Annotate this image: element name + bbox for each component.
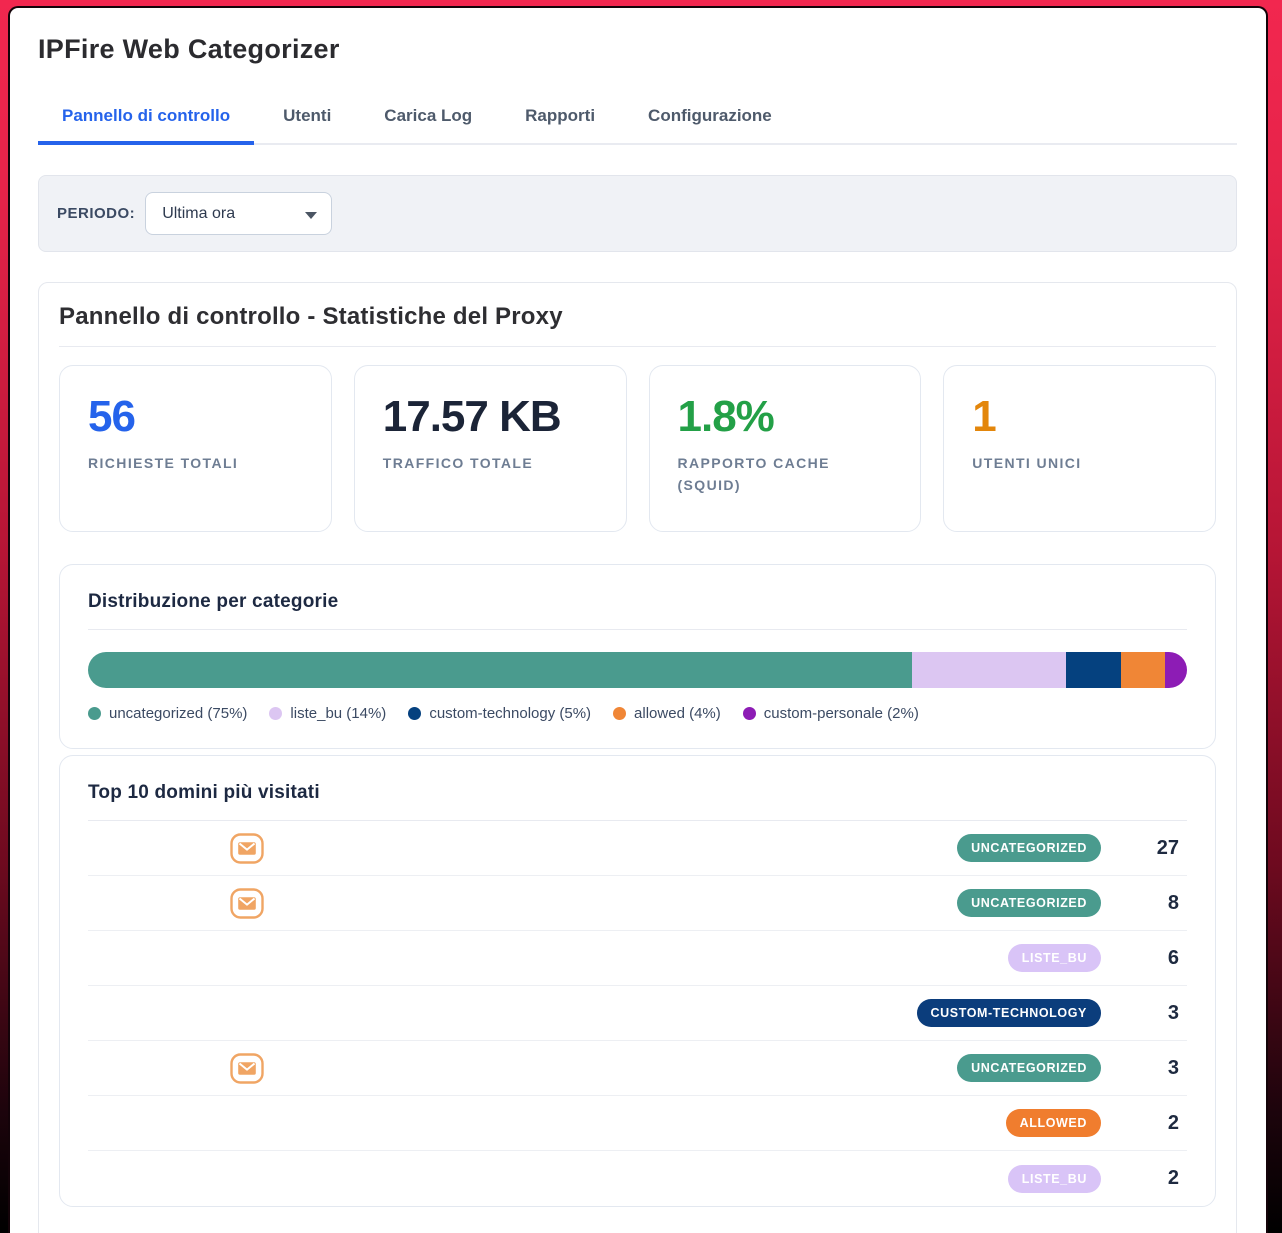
stat-value: 17.57 KB [382, 392, 562, 441]
category-badge: UNCATEGORIZED [957, 1054, 1101, 1082]
period-select[interactable]: Ultima ora [145, 192, 333, 235]
legend-item-allowed: allowed (4%) [613, 705, 721, 722]
mail-icon [230, 887, 264, 919]
category-badge: CUSTOM-TECHNOLOGY [916, 999, 1101, 1027]
legend-dot-icon [613, 707, 627, 720]
legend-label: allowed (4%) [634, 705, 721, 722]
tab-pannello-di-controllo[interactable]: Pannello di controllo [38, 93, 255, 145]
tab-carica-log[interactable]: Carica Log [384, 106, 473, 125]
divider [88, 629, 1187, 630]
dashboard-card: Pannello di controllo - Statistiche del … [38, 282, 1237, 1233]
stat-value: 1 [972, 392, 996, 441]
tab-configurazione[interactable]: Configurazione [648, 106, 772, 125]
stat-card-2: 1.8% RAPPORTO CACHE (SQUID) [648, 365, 922, 532]
category-badge: LISTE_BU [1007, 944, 1101, 972]
legend-dot-icon [88, 707, 101, 720]
divider [88, 820, 1187, 821]
legend-item-liste_bu: liste_bu (14%) [269, 705, 386, 722]
legend-label: custom-personale (2%) [763, 705, 919, 722]
category-stacked-bar [88, 652, 1187, 688]
mail-icon [230, 832, 264, 864]
legend-label: uncategorized (75%) [109, 705, 248, 722]
chevron-down-icon [305, 212, 318, 219]
top-domains-card: Top 10 domini più visitati UNCATEGORIZED… [59, 755, 1216, 1207]
legend-item-custom-personale: custom-personale (2%) [742, 705, 919, 722]
tab-utenti[interactable]: Utenti [283, 106, 332, 125]
stat-label: RICHIESTE TOTALI [88, 455, 239, 471]
domain-count: 6 [1167, 946, 1179, 969]
table-row: UNCATEGORIZED 27 [88, 821, 1187, 876]
legend-dot-icon [408, 707, 422, 720]
table-row: UNCATEGORIZED 8 [88, 876, 1187, 931]
page-title: IPFire Web Categorizer [38, 34, 340, 64]
stat-card-0: 56 RICHIESTE TOTALI [59, 365, 332, 532]
bar-segment-custom-technology [1066, 652, 1122, 688]
chart-legend: uncategorized (75%) liste_bu (14%) custom-… [88, 705, 1187, 722]
domain-count: 8 [1167, 891, 1179, 914]
tab-rapporti[interactable]: Rapporti [525, 106, 596, 125]
period-filter-bar: PERIODO: Ultima ora [38, 175, 1237, 252]
category-distribution-card: Distribuzione per categorie uncategorize… [59, 564, 1216, 749]
stat-card-1: 17.57 KB TRAFFICO TOTALE [353, 365, 627, 532]
legend-label: liste_bu (14%) [290, 705, 387, 722]
period-select-value: Ultima ora [162, 204, 236, 222]
table-row: LISTE_BU 2 [88, 1151, 1187, 1206]
domain-count: 27 [1156, 836, 1179, 859]
legend-label: custom-technology (5%) [429, 705, 592, 722]
category-badge: UNCATEGORIZED [957, 834, 1101, 862]
bar-segment-allowed [1121, 652, 1165, 688]
category-badge: LISTE_BU [1007, 1164, 1101, 1193]
distribution-title: Distribuzione per categorie [88, 591, 339, 612]
period-label: PERIODO: [57, 205, 136, 222]
top-domains-title: Top 10 domini più visitati [88, 782, 320, 803]
domain-cell [88, 1052, 957, 1084]
stats-grid: 56 RICHIESTE TOTALI 17.57 KB TRAFFICO TOTAL… [59, 365, 1216, 532]
divider [59, 346, 1216, 347]
table-row: CUSTOM-TECHNOLOGY 3 [88, 986, 1187, 1041]
app-window: IPFire Web Categorizer Pannello di contr… [8, 6, 1268, 1233]
bar-segment-liste_bu [912, 652, 1067, 688]
table-row: LISTE_BU 6 [88, 931, 1187, 986]
domain-count: 2 [1167, 1111, 1179, 1134]
stat-card-3: 1 UTENTI UNICI [943, 365, 1216, 532]
stat-label: UTENTI UNICI [972, 455, 1082, 471]
category-badge: ALLOWED [1005, 1109, 1101, 1137]
tab-bar: Pannello di controllo Utenti Carica Log Rap… [38, 93, 1237, 145]
stat-value: 1.8% [677, 392, 775, 441]
mail-icon [230, 1052, 264, 1084]
domain-count: 2 [1167, 1167, 1179, 1189]
top-domains-table: UNCATEGORIZED 27 UNCATEGORIZED 8 LISTE_BU 6 CU… [88, 821, 1187, 1206]
domain-count: 3 [1167, 1001, 1179, 1024]
domain-count: 3 [1167, 1056, 1179, 1079]
table-row: UNCATEGORIZED 3 [88, 1041, 1187, 1096]
stat-label: TRAFFICO TOTALE [382, 455, 534, 471]
bar-segment-uncategorized [88, 652, 913, 688]
domain-cell [88, 887, 957, 919]
table-row: ALLOWED 2 [88, 1096, 1187, 1151]
legend-item-uncategorized: uncategorized (75%) [88, 705, 247, 722]
dashboard-title: Pannello di controllo - Statistiche del … [59, 303, 563, 330]
legend-dot-icon [269, 707, 283, 720]
category-badge: UNCATEGORIZED [957, 889, 1101, 917]
stat-label: RAPPORTO CACHE (SQUID) [677, 455, 830, 494]
bar-segment-custom-personale [1165, 652, 1187, 688]
legend-dot-icon [742, 707, 756, 720]
legend-item-custom-technology: custom-technology (5%) [408, 705, 591, 722]
stat-value: 56 [88, 392, 136, 441]
domain-cell [88, 832, 957, 864]
